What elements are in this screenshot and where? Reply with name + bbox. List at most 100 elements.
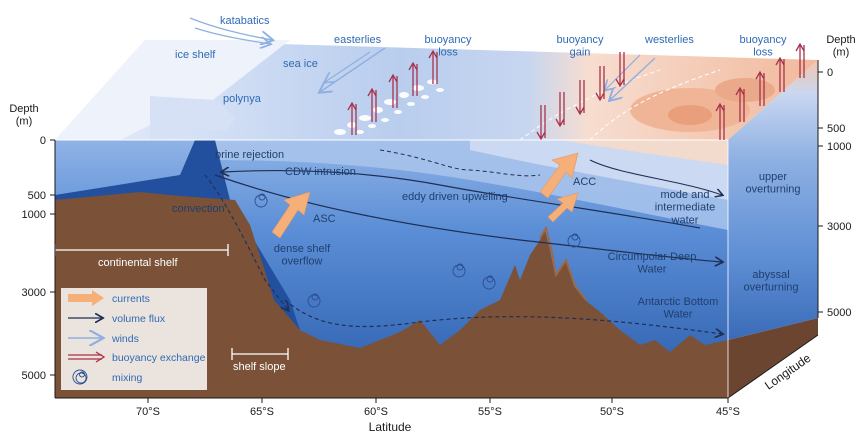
legend-mixing-label: mixing xyxy=(112,372,143,384)
acc-label: ACC xyxy=(573,176,596,188)
lat-tick-70: 70°S xyxy=(136,406,160,418)
easterlies-label: easterlies xyxy=(334,34,382,46)
left-depth-ticks xyxy=(50,139,56,398)
continental-shelf-label: continental shelf xyxy=(98,257,178,269)
text-line: dense shelf xyxy=(274,243,331,255)
eddy-upwelling-label: eddy driven upwelling xyxy=(402,191,508,203)
warm-patch-2 xyxy=(715,78,775,102)
left-tick-500: 500 xyxy=(28,190,46,202)
sea-ice-label: sea ice xyxy=(283,58,318,70)
legend-currents-label: currents xyxy=(112,293,150,305)
side-face-floor xyxy=(728,318,818,398)
text-line: buoyancy xyxy=(424,34,472,46)
lat-tick-50: 50°S xyxy=(600,406,624,418)
left-tick-0: 0 xyxy=(40,135,46,147)
text-line: overturning xyxy=(745,184,800,196)
westerlies-label: westerlies xyxy=(644,34,694,46)
warm-patch-core xyxy=(668,105,712,125)
cdw-intrusion-label: CDW intrusion xyxy=(285,166,356,178)
side-face xyxy=(728,60,818,340)
acc-current-arrow-2 xyxy=(547,192,579,223)
westerlies-wind-2 xyxy=(605,54,641,90)
legend: currents volume flux winds buoyancy exch… xyxy=(61,288,207,390)
latitude-axis xyxy=(55,334,819,403)
buoyancy-loss-arrows-right xyxy=(715,42,805,140)
legend-mixing-icon xyxy=(72,369,88,385)
text-line: overflow xyxy=(282,256,323,268)
text-line: Antarctic Bottom xyxy=(638,296,719,308)
convection-label: convection xyxy=(172,203,225,215)
text-line: intermediate xyxy=(655,202,716,214)
shelf-slope-bracket xyxy=(231,348,289,360)
text-line: water xyxy=(671,214,699,226)
legend-buoyancy-icon xyxy=(68,351,106,363)
ice-shelf-label: ice shelf xyxy=(175,49,216,61)
westerlies-wind xyxy=(610,57,656,100)
volume-flux-upper xyxy=(222,171,701,229)
asc-current-arrow xyxy=(271,191,311,239)
right-depth-title: Depth (m) xyxy=(826,34,855,59)
text-line: Water xyxy=(664,309,693,321)
lat-tick-45: 45°S xyxy=(716,406,740,418)
text-line: (m) xyxy=(16,116,33,128)
brine-rejection-label: brine rejection xyxy=(215,149,284,161)
text-line: Depth xyxy=(9,103,38,115)
cdw-label: Circumpolar Deep Water xyxy=(608,251,697,276)
buoyancy-loss-arrows-left xyxy=(347,49,438,135)
left-depth-title: Depth (m) xyxy=(9,103,38,128)
text-line: buoyancy xyxy=(739,34,787,46)
seafloor-highlight xyxy=(539,225,587,301)
buoyancy-loss-label-1: buoyancy loss xyxy=(424,34,472,59)
ice-shelf-surface xyxy=(55,40,290,140)
legend-volume-flux-label: volume flux xyxy=(112,313,166,325)
right-tick-500: 500 xyxy=(827,123,845,135)
aabw-label: Antarctic Bottom Water xyxy=(638,296,719,321)
seafloor xyxy=(55,192,728,398)
easterlies-wind-2 xyxy=(325,51,371,82)
lat-tick-65: 65°S xyxy=(250,406,274,418)
text-line: Circumpolar Deep xyxy=(608,251,697,263)
lat-tick-55: 55°S xyxy=(478,406,502,418)
volume-flux-mode xyxy=(589,159,722,195)
ice-shelf-edge xyxy=(150,96,236,140)
dense-shelf-overflow-label: dense shelf overflow xyxy=(274,243,331,268)
asc-label: ASC xyxy=(313,213,336,225)
right-depth-ticks xyxy=(817,60,823,318)
text-line: loss xyxy=(438,47,458,59)
shelf-slope-label: shelf slope xyxy=(233,361,286,373)
left-tick-3000: 3000 xyxy=(22,287,46,299)
buoyancy-gain-arrows xyxy=(536,52,625,141)
katabatic-wind-2 xyxy=(194,27,270,44)
mode-water-label: mode and intermediate water xyxy=(655,189,716,226)
left-tick-1000: 1000 xyxy=(22,209,46,221)
surface-front-2 xyxy=(589,69,721,141)
right-tick-0: 0 xyxy=(827,67,833,79)
katabatics-label: katabatics xyxy=(220,15,270,27)
abyssal-overturning-label: abyssal overturning xyxy=(743,269,798,294)
latitude-title: Latitude xyxy=(369,420,412,434)
text-line: Depth xyxy=(826,34,855,46)
legend-currents-icon xyxy=(68,290,104,306)
legend-buoyancy-label: buoyancy exchange xyxy=(112,352,206,364)
buoyancy-gain-label: buoyancy gain xyxy=(556,34,604,59)
text-line: (m) xyxy=(833,47,850,59)
text-line: upper xyxy=(759,171,787,183)
legend-winds-label: winds xyxy=(111,333,139,345)
lat-tick-60: 60°S xyxy=(364,406,388,418)
text-line: gain xyxy=(570,47,591,59)
volume-flux-upwelling xyxy=(379,149,541,177)
easterlies-wind xyxy=(320,47,386,92)
right-tick-5000: 5000 xyxy=(827,307,851,319)
text-line: Water xyxy=(638,264,667,276)
dense-shelf-water xyxy=(55,140,300,330)
right-tick-3000: 3000 xyxy=(827,221,851,233)
surface-front xyxy=(519,69,661,141)
text-line: overturning xyxy=(743,282,798,294)
acc-current-arrow xyxy=(539,152,579,199)
warm-surface-layer xyxy=(560,140,728,165)
polynya-label: polynya xyxy=(223,93,262,105)
right-tick-1000: 1000 xyxy=(827,141,851,153)
volume-flux-overflow xyxy=(204,174,288,310)
text-line: mode and xyxy=(661,189,710,201)
